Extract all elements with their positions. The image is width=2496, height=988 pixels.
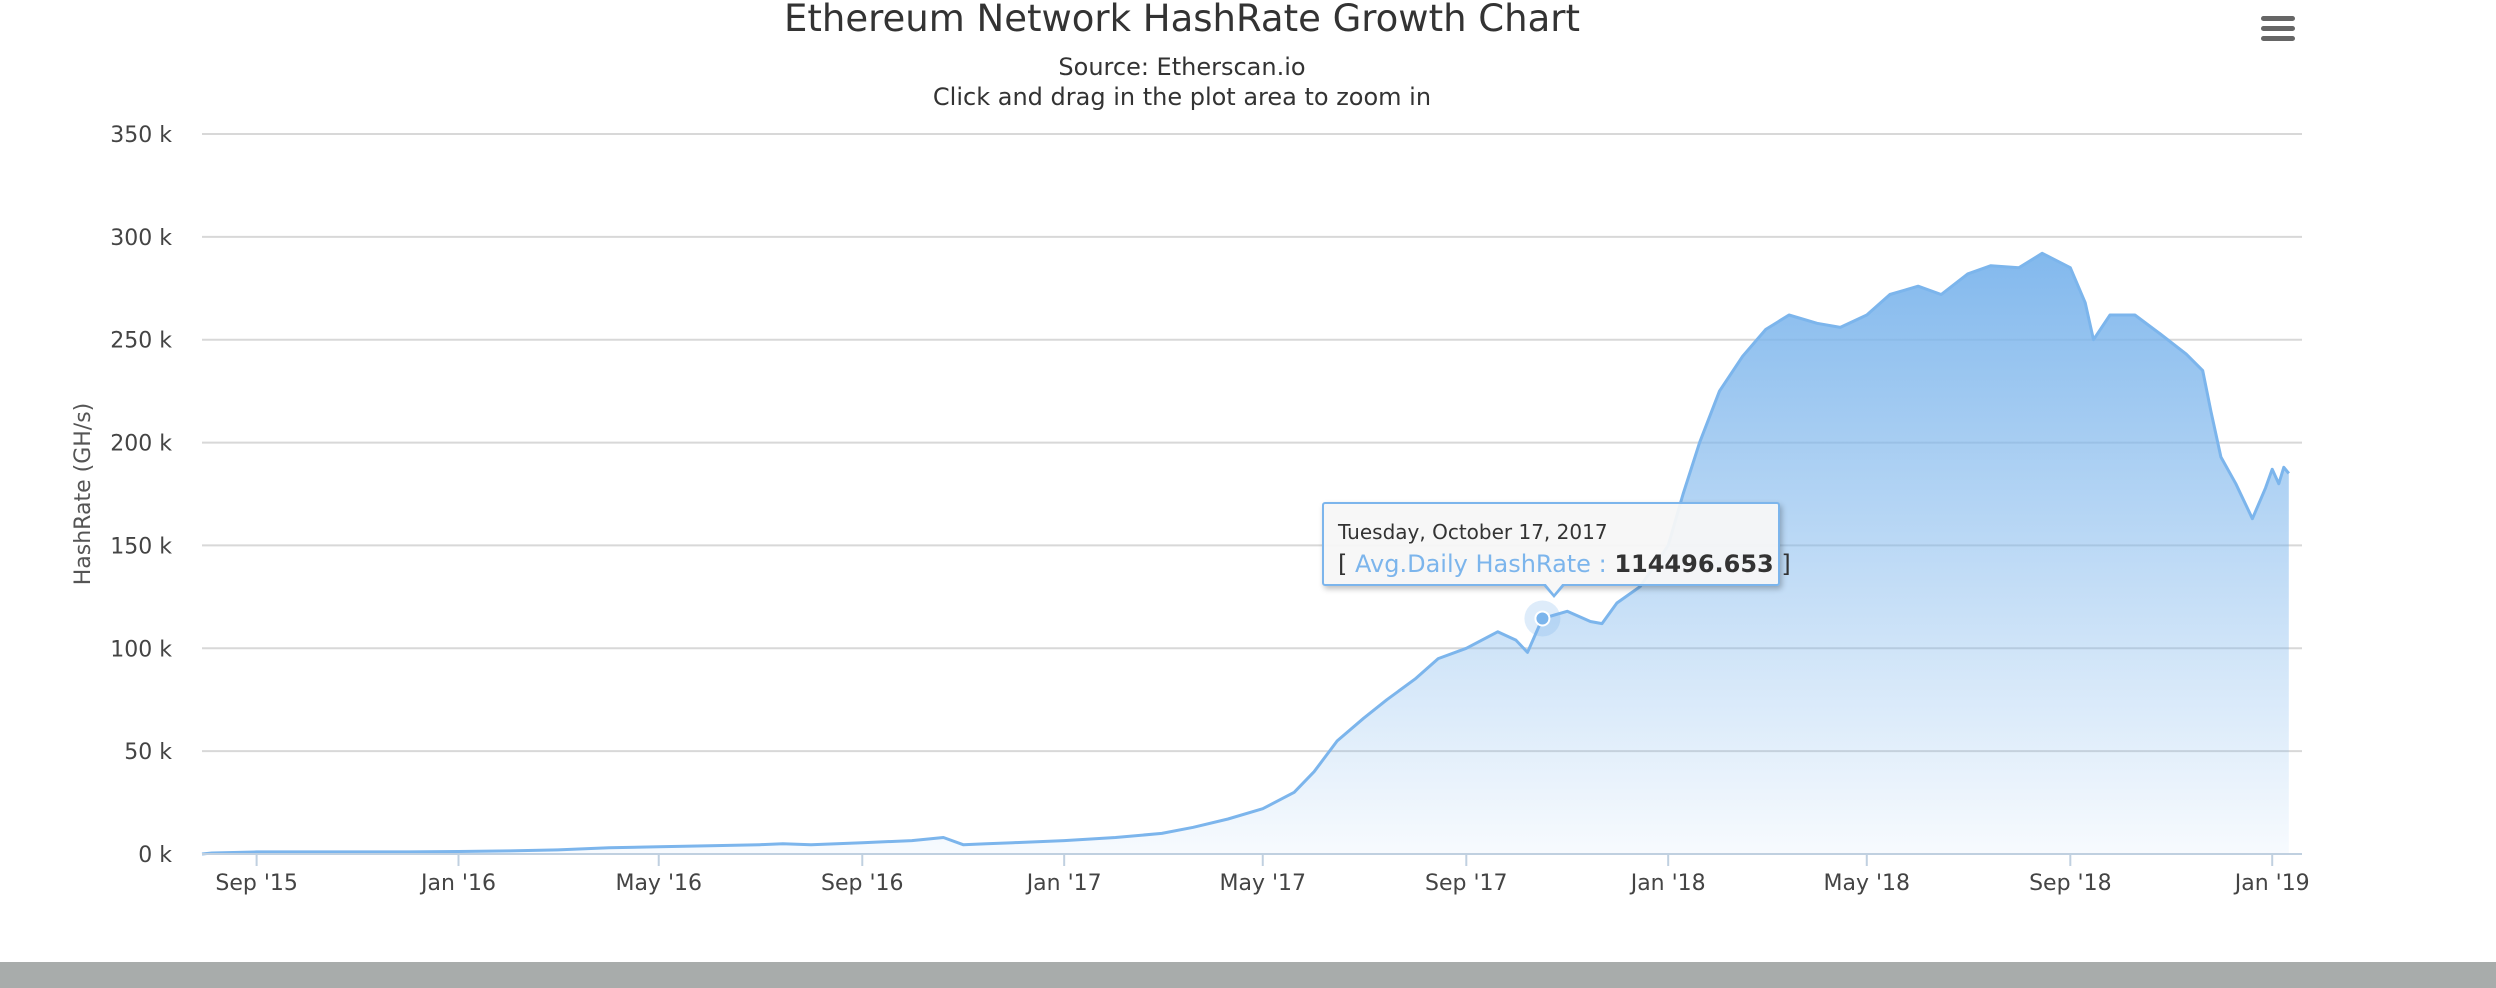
series-area xyxy=(202,253,2289,855)
hover-point xyxy=(1534,610,1551,627)
tooltip-value-line: [ Avg.Daily HashRate : 114496.653 ] xyxy=(1338,550,1791,578)
series-layer[interactable] xyxy=(201,251,2290,856)
y-tick-label: 200 k xyxy=(110,432,172,457)
tooltip-date: Tuesday, October 17, 2017 xyxy=(1338,520,1608,544)
hamburger-menu-icon-bar xyxy=(2261,36,2295,41)
hamburger-menu-icon-bar xyxy=(2261,16,2295,21)
chart-menu-button[interactable] xyxy=(2256,8,2300,52)
grid-lines xyxy=(202,133,2302,753)
chart-subtitle: Source: Etherscan.io xyxy=(1058,53,1305,81)
tooltip-value: 114496.653 xyxy=(1614,550,1774,578)
y-tick-label: 150 k xyxy=(110,534,172,559)
zoom-hint: Click and drag in the plot area to zoom … xyxy=(933,83,1431,111)
y-tick-label: 350 k xyxy=(110,123,172,148)
x-axis: Sep '15 Jan '16 May '16 Sep '16 Jan '17 May '… xyxy=(202,853,2310,896)
x-tick-label: May '18 xyxy=(1824,871,1911,896)
hover-marker-layer xyxy=(1524,600,1561,637)
x-tick-label: Sep '18 xyxy=(2029,871,2112,896)
y-tick-label: 0 k xyxy=(138,843,172,868)
tooltip-pointer-inner xyxy=(1545,583,1563,594)
x-tick-label: Jan '19 xyxy=(2233,871,2310,896)
x-tick-label: Jan '16 xyxy=(419,871,496,896)
x-tick-label: Sep '17 xyxy=(1425,871,1508,896)
y-tick-label: 50 k xyxy=(124,740,172,765)
series-line xyxy=(201,251,2290,856)
x-tick-label: Sep '15 xyxy=(215,871,298,896)
tooltip-series-name: Avg.Daily HashRate xyxy=(1355,550,1591,578)
x-tick-label: Jan '17 xyxy=(1025,871,1102,896)
x-tick-label: May '17 xyxy=(1219,871,1306,896)
y-axis-ticks: 0 k 50 k 100 k 150 k 200 k 250 k 300 k 350 k xyxy=(110,123,172,868)
y-axis-label: HashRate (GH/s) xyxy=(71,403,96,586)
y-tick-label: 250 k xyxy=(110,329,172,354)
x-tick-label: Jan '18 xyxy=(1629,871,1706,896)
data-tooltip: Tuesday, October 17, 2017 [ Avg.Daily Ha… xyxy=(1322,502,1791,586)
y-tick-label: 300 k xyxy=(110,226,172,251)
x-tick-label: May '16 xyxy=(615,871,702,896)
y-tick-label: 100 k xyxy=(110,637,172,662)
footer-bar xyxy=(0,962,2496,988)
hamburger-menu-icon-bar xyxy=(2261,26,2295,31)
tooltip-bracket-open: [ xyxy=(1338,550,1348,578)
tooltip-separator: : xyxy=(1598,550,1607,578)
tooltip-bracket-close: ] xyxy=(1781,550,1791,578)
x-tick-label: Sep '16 xyxy=(821,871,904,896)
hashrate-chart[interactable]: Ethereum Network HashRate Growth Chart S… xyxy=(0,0,2496,962)
chart-title: Ethereum Network HashRate Growth Chart xyxy=(784,0,1580,40)
